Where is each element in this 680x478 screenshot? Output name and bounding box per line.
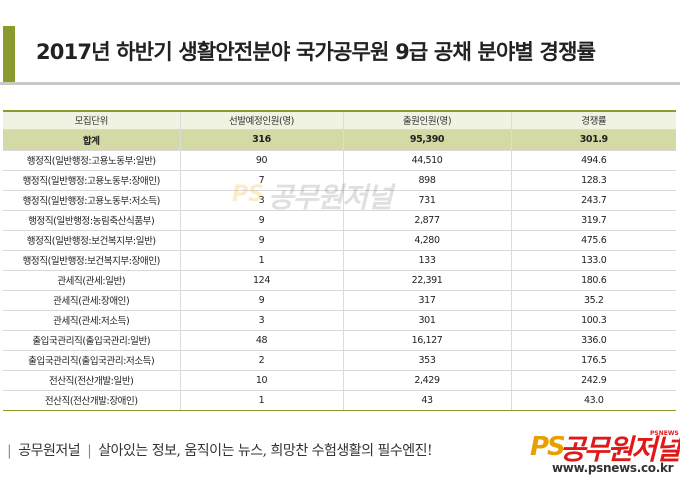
header-unit: 모집단위	[3, 110, 180, 130]
title-area: 2017년 하반기 생활안전분야 국가공무원 9급 공채 분야별 경쟁률	[0, 0, 680, 85]
header-applicants: 출원인원(명)	[342, 110, 511, 130]
row-ratio: 128.3	[510, 169, 676, 191]
row-unit: 관세직(관세:일반)	[3, 269, 180, 291]
row-ratio: 319.7	[510, 209, 676, 231]
page-title: 2017년 하반기 생활안전분야 국가공무원 9급 공채 분야별 경쟁률	[36, 40, 596, 64]
row-planned: 1	[179, 249, 343, 271]
table-row: 행정직(일반행정:보건복지부:일반) 9 4,280 475.6	[3, 229, 676, 251]
row-planned: 1	[179, 389, 343, 411]
footer-brand: 공무원저널	[18, 443, 81, 459]
row-unit: 행정직(일반행정:보건복지부:장애인)	[3, 249, 180, 271]
total-ratio: 301.9	[510, 128, 676, 151]
row-planned: 3	[179, 309, 343, 331]
table-row: 전산직(전산개발:일반) 10 2,429 242.9	[3, 369, 676, 391]
row-applicants: 43	[342, 389, 511, 411]
row-planned: 7	[179, 169, 343, 191]
title-accent-bar	[3, 26, 15, 82]
table-row: 행정직(일반행정:농림축산식품부) 9 2,877 319.7	[3, 209, 676, 231]
row-ratio: 243.7	[510, 189, 676, 211]
row-applicants: 44,510	[342, 149, 511, 171]
row-applicants: 301	[342, 309, 511, 331]
row-planned: 9	[179, 289, 343, 311]
table-row: 출입국관리직(출입국관리:일반) 48 16,127 336.0	[3, 329, 676, 351]
row-ratio: 180.6	[510, 269, 676, 291]
table-row: 행정직(일반행정:고용노동부:장애인) 7 898 128.3	[3, 169, 676, 191]
row-unit: 전산직(전산개발:일반)	[3, 369, 180, 391]
row-unit: 행정직(일반행정:고용노동부:저소득)	[3, 189, 180, 211]
row-ratio: 336.0	[510, 329, 676, 351]
row-ratio: 475.6	[510, 229, 676, 251]
table-row: 관세직(관세:장애인) 9 317 35.2	[3, 289, 676, 311]
row-applicants: 317	[342, 289, 511, 311]
logo-name: 공무원저널	[560, 433, 680, 466]
header-planned: 선발예정인원(명)	[179, 110, 343, 130]
footer-slogan: | 공무원저널 | 살아있는 정보, 움직이는 뉴스, 희망찬 수험생활의 필수엔진…	[4, 440, 433, 460]
row-applicants: 4,280	[342, 229, 511, 251]
row-applicants: 898	[342, 169, 511, 191]
row-unit: 관세직(관세:장애인)	[3, 289, 180, 311]
row-ratio: 100.3	[510, 309, 676, 331]
row-planned: 9	[179, 209, 343, 231]
row-unit: 출입국관리직(출입국관리:일반)	[3, 329, 180, 351]
footer-tagline: 살아있는 정보, 움직이는 뉴스, 희망찬 수험생활의 필수엔진!	[98, 443, 433, 459]
row-applicants: 16,127	[342, 329, 511, 351]
row-unit: 관세직(관세:저소득)	[3, 309, 180, 331]
table-row: 행정직(일반행정:보건복지부:장애인) 1 133 133.0	[3, 249, 676, 271]
row-unit: 출입국관리직(출입국관리:저소득)	[3, 349, 180, 371]
row-applicants: 353	[342, 349, 511, 371]
row-applicants: 2,877	[342, 209, 511, 231]
row-ratio: 43.0	[510, 389, 676, 411]
row-ratio: 494.6	[510, 149, 676, 171]
table-row: 행정직(일반행정:고용노동부:저소득) 3 731 243.7	[3, 189, 676, 211]
row-planned: 48	[179, 329, 343, 351]
header-ratio: 경쟁률	[510, 110, 676, 130]
title-divider	[0, 82, 680, 85]
row-planned: 3	[179, 189, 343, 211]
row-ratio: 35.2	[510, 289, 676, 311]
footer: | 공무원저널 | 살아있는 정보, 움직이는 뉴스, 희망찬 수험생활의 필수엔진…	[0, 428, 680, 478]
row-planned: 90	[179, 149, 343, 171]
row-unit: 전산직(전산개발:장애인)	[3, 389, 180, 411]
footer-separator: |	[87, 443, 92, 459]
logo-ps-mark: PS	[530, 432, 566, 462]
footer-separator: |	[7, 443, 12, 459]
total-planned: 316	[179, 128, 343, 151]
table-row: 전산직(전산개발:장애인) 1 43 43.0	[3, 389, 676, 411]
row-planned: 9	[179, 229, 343, 251]
row-planned: 10	[179, 369, 343, 391]
brand-logo[interactable]: PS 공무원저널 PSNEWS www.psnews.co.kr	[530, 428, 680, 478]
total-applicants: 95,390	[342, 128, 511, 151]
row-unit: 행정직(일반행정:고용노동부:장애인)	[3, 169, 180, 191]
site-url-link[interactable]: www.psnews.co.kr	[552, 461, 674, 475]
row-planned: 124	[179, 269, 343, 291]
competition-table: 모집단위 선발예정인원(명) 출원인원(명) 경쟁률 합계 316 95,390…	[3, 110, 676, 411]
row-applicants: 22,391	[342, 269, 511, 291]
row-ratio: 133.0	[510, 249, 676, 271]
table-row: 행정직(일반행정:고용노동부:일반) 90 44,510 494.6	[3, 149, 676, 171]
table-row: 관세직(관세:일반) 124 22,391 180.6	[3, 269, 676, 291]
row-planned: 2	[179, 349, 343, 371]
total-unit: 합계	[3, 128, 180, 151]
row-unit: 행정직(일반행정:농림축산식품부)	[3, 209, 180, 231]
row-applicants: 133	[342, 249, 511, 271]
table-row: 관세직(관세:저소득) 3 301 100.3	[3, 309, 676, 331]
row-unit: 행정직(일반행정:고용노동부:일반)	[3, 149, 180, 171]
row-applicants: 731	[342, 189, 511, 211]
table-header-row: 모집단위 선발예정인원(명) 출원인원(명) 경쟁률	[3, 110, 676, 130]
row-ratio: 242.9	[510, 369, 676, 391]
row-ratio: 176.5	[510, 349, 676, 371]
row-applicants: 2,429	[342, 369, 511, 391]
logo-subtext: PSNEWS	[650, 430, 679, 437]
table-row: 출입국관리직(출입국관리:저소득) 2 353 176.5	[3, 349, 676, 371]
table-total-row: 합계 316 95,390 301.9	[3, 128, 676, 151]
row-unit: 행정직(일반행정:보건복지부:일반)	[3, 229, 180, 251]
